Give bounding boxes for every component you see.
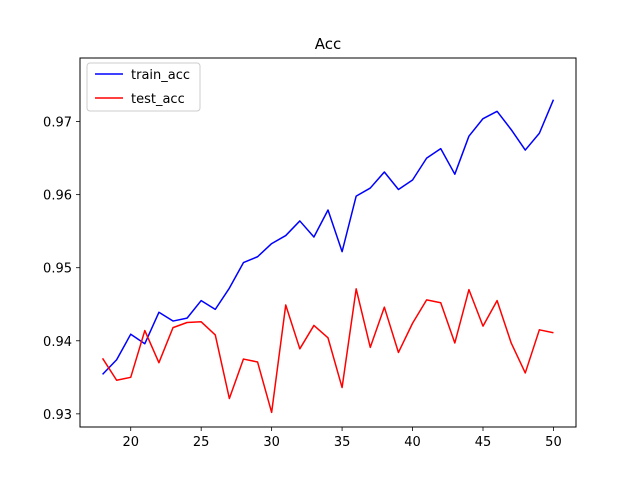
series-line-test-acc	[101, 288, 554, 414]
y-tick-label: 0.97	[43, 116, 72, 131]
y-axis-ticks: 0.93 0.94 0.95 0.96 0.97	[43, 116, 80, 423]
x-tick-label: 30	[263, 435, 280, 450]
x-tick-label: 40	[404, 435, 421, 450]
legend-box	[86, 62, 201, 112]
y-tick-label: 0.93	[43, 408, 72, 423]
x-tick-label: 45	[475, 435, 492, 450]
x-tick-label: 20	[122, 435, 139, 450]
y-tick-label: 0.95	[43, 262, 72, 277]
x-tick-label: 50	[545, 435, 562, 450]
chart-title: Acc	[315, 35, 342, 53]
x-axis-ticks: 20 25 30 35 40 45 50	[122, 427, 562, 450]
y-tick-label: 0.96	[43, 189, 72, 204]
legend-label-test-acc: test_acc	[131, 92, 185, 107]
legend-label-train-acc: train_acc	[131, 68, 190, 83]
x-tick-label: 25	[193, 435, 210, 450]
plot-area-frame	[79, 57, 577, 428]
series-line-train-acc	[102, 99, 555, 375]
legend: train_acc test_acc	[86, 62, 201, 112]
x-tick-label: 35	[334, 435, 351, 450]
y-tick-label: 0.94	[43, 335, 72, 350]
series-lines	[101, 99, 555, 414]
